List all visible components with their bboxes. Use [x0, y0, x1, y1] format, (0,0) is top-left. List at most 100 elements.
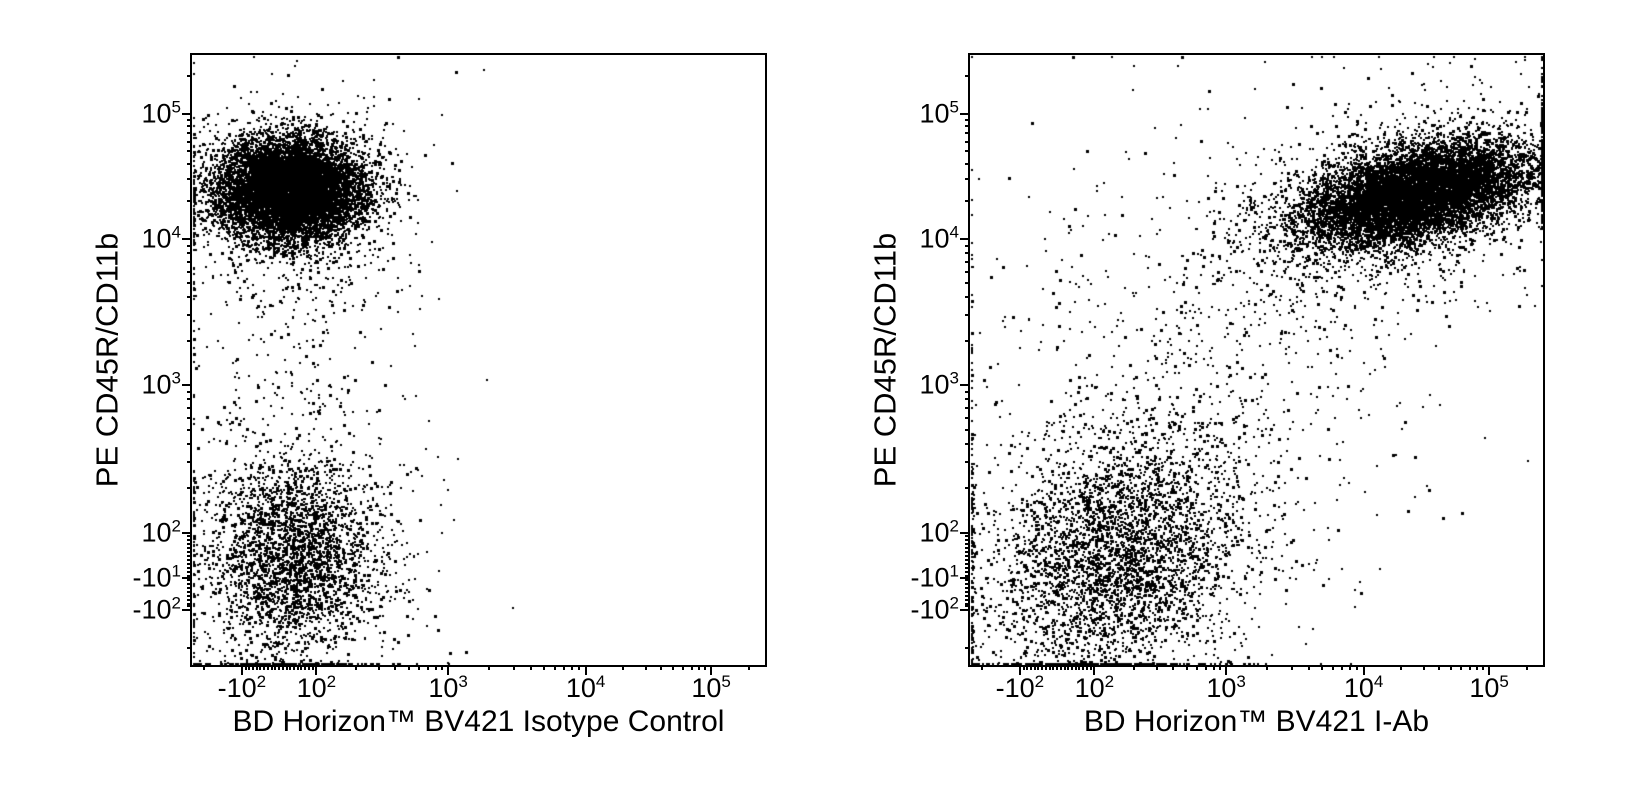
x-axis-minor-tick — [1085, 665, 1088, 670]
y-axis-minor-tick — [187, 487, 192, 490]
y-axis-minor-tick — [187, 282, 192, 285]
y-axis-minor-tick — [965, 602, 970, 605]
y-axis-minor-tick — [965, 282, 970, 285]
y-axis-major-tick — [182, 112, 192, 115]
y-axis-minor-tick — [187, 605, 192, 608]
y-axis-minor-tick — [187, 314, 192, 317]
x-axis-minor-tick — [690, 665, 693, 670]
y-axis-minor-tick — [187, 442, 192, 445]
y-axis-minor-tick — [965, 586, 970, 589]
y-axis-minor-tick — [187, 586, 192, 589]
x-axis-minor-tick — [203, 665, 206, 670]
x-axis-major-tick — [447, 665, 450, 675]
x-axis-minor-tick — [292, 665, 295, 670]
x-axis-minor-tick — [1195, 665, 1198, 670]
y-axis-minor-tick — [187, 140, 192, 143]
x-axis-minor-tick — [1332, 665, 1335, 670]
x-axis-minor-tick — [417, 665, 420, 670]
y-axis-minor-tick — [187, 547, 192, 550]
x-axis-minor-tick — [1476, 665, 1479, 670]
x-axis-minor-tick — [440, 665, 443, 670]
x-axis-tick-label: 103 — [428, 672, 468, 703]
x-axis-minor-tick — [378, 665, 381, 670]
x-axis-minor-tick — [1482, 665, 1485, 670]
y-axis-minor-tick — [187, 570, 192, 573]
dot-plot-bv421-iab: PE CD45R/CD11b BD Horizon™ BV421 I-Ab -1… — [868, 53, 1545, 737]
y-axis-minor-tick — [965, 390, 970, 393]
y-axis-minor-tick — [965, 200, 970, 203]
x-axis-major-tick — [1488, 665, 1491, 675]
x-axis-minor-tick — [1089, 665, 1092, 670]
x-axis-minor-tick — [1460, 665, 1463, 670]
x-axis-minor-tick — [704, 665, 707, 670]
x-axis-minor-tick — [1132, 665, 1135, 670]
x-axis-minor-tick — [1204, 665, 1207, 670]
y-axis-major-tick — [960, 238, 970, 241]
x-axis-tick-label: 105 — [691, 672, 731, 703]
y-axis-minor-tick — [187, 200, 192, 203]
x-axis-minor-tick — [513, 665, 516, 670]
x-axis-minor-tick — [434, 665, 437, 670]
dot-plot-bv421-isotype-control: PE CD45R/CD11b BD Horizon™ BV421 Isotype… — [90, 53, 767, 737]
y-axis-tick-label: -101 — [132, 561, 182, 593]
scatter-points-canvas — [192, 55, 765, 665]
y-axis-minor-tick — [965, 543, 970, 546]
y-axis-minor-tick — [965, 398, 970, 401]
x-axis-minor-tick — [1422, 665, 1425, 670]
x-axis-minor-tick — [1070, 665, 1073, 670]
y-axis-minor-tick — [965, 428, 970, 431]
y-axis-minor-tick — [965, 150, 970, 153]
y-axis-minor-tick — [965, 252, 970, 255]
x-axis-minor-tick — [252, 665, 255, 670]
y-axis-minor-tick — [187, 574, 192, 577]
x-axis-minor-tick — [1044, 665, 1047, 670]
x-axis-minor-tick — [255, 665, 258, 670]
y-axis-minor-tick — [965, 578, 970, 581]
y-axis-minor-tick — [965, 555, 970, 558]
x-axis-minor-tick — [1341, 665, 1344, 670]
y-axis-minor-tick — [187, 646, 192, 649]
x-axis-minor-tick — [644, 665, 647, 670]
x-axis-minor-tick — [1041, 665, 1044, 670]
y-axis-minor-tick — [187, 590, 192, 593]
x-axis-major-tick — [1018, 665, 1021, 675]
y-axis-tick-label: 102 — [919, 516, 959, 548]
y-axis-minor-tick — [187, 460, 192, 463]
x-axis-minor-tick — [622, 665, 625, 670]
y-axis-tick-label: 105 — [141, 97, 181, 129]
y-axis-minor-tick — [187, 74, 192, 77]
x-axis-minor-tick — [1074, 665, 1077, 670]
y-axis-minor-tick — [187, 416, 192, 419]
x-axis-minor-tick — [578, 665, 581, 670]
x-axis-minor-tick — [1059, 665, 1062, 670]
x-axis-minor-tick — [281, 665, 284, 670]
x-axis-minor-tick — [1030, 665, 1033, 670]
y-axis-minor-tick — [187, 535, 192, 538]
y-axis-minor-tick — [187, 578, 192, 581]
y-axis-minor-tick — [187, 602, 192, 605]
y-axis-minor-tick — [965, 582, 970, 585]
y-axis-minor-tick — [187, 398, 192, 401]
y-axis-minor-tick — [965, 460, 970, 463]
x-axis-minor-tick — [563, 665, 566, 670]
y-axis-minor-tick — [187, 244, 192, 247]
x-axis-minor-tick — [266, 665, 269, 670]
y-axis-minor-tick — [187, 559, 192, 562]
y-axis-major-tick — [960, 609, 970, 612]
x-axis-minor-tick — [1026, 665, 1029, 670]
y-axis-major-tick — [960, 531, 970, 534]
y-axis-minor-tick — [965, 178, 970, 181]
y-axis-minor-tick — [965, 559, 970, 562]
y-axis-minor-tick — [187, 252, 192, 255]
y-axis-minor-tick — [965, 574, 970, 577]
y-axis-minor-tick — [187, 543, 192, 546]
x-axis-major-tick — [240, 665, 243, 675]
x-axis-minor-tick — [1212, 665, 1215, 670]
y-axis-minor-tick — [965, 132, 970, 135]
y-axis-minor-tick — [187, 270, 192, 273]
x-axis-minor-tick — [530, 665, 533, 670]
y-axis-tick-label: 103 — [141, 368, 181, 400]
x-axis-minor-tick — [407, 665, 410, 670]
x-axis-minor-tick — [307, 665, 310, 670]
